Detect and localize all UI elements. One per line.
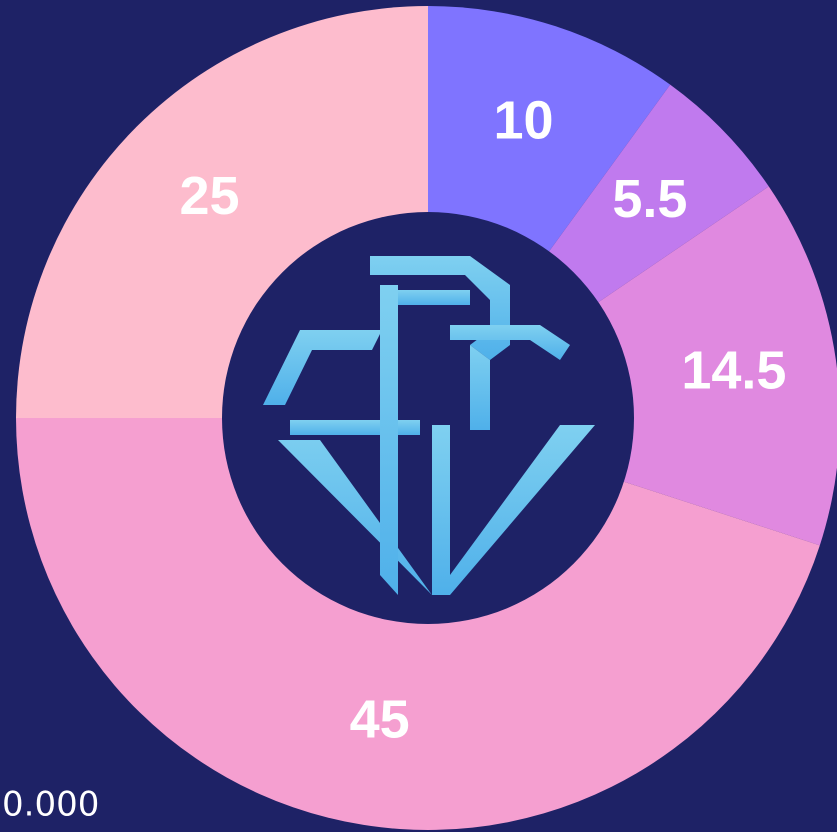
- value-labels: 10 5.5 14.5 45 25: [179, 90, 786, 749]
- value-label: 25: [179, 166, 239, 226]
- value-label: 5.5: [612, 169, 687, 229]
- slice: [16, 418, 820, 830]
- value-label: 10: [493, 90, 553, 150]
- slice: [428, 186, 837, 546]
- value-label: 14.5: [681, 341, 786, 401]
- logo: [263, 256, 595, 595]
- value-label: 45: [350, 689, 410, 749]
- donut-hole: [222, 212, 634, 624]
- caption: 0.000: [2, 785, 99, 825]
